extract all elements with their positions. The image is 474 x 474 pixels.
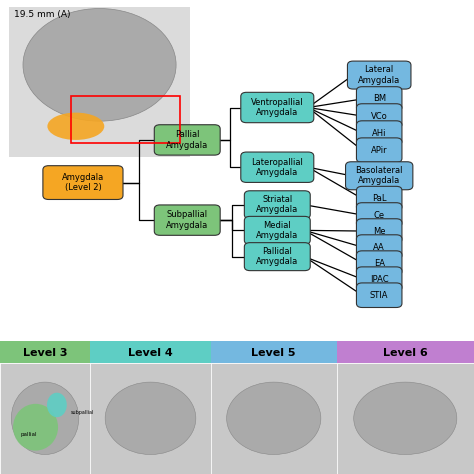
Ellipse shape	[227, 382, 321, 455]
Text: Subpallial
Amygdala: Subpallial Amygdala	[166, 210, 209, 230]
FancyBboxPatch shape	[155, 205, 220, 235]
Text: Ventropallial
Amygdala: Ventropallial Amygdala	[251, 98, 304, 117]
Bar	[90, 363, 211, 474]
Bar	[0, 341, 90, 363]
Bar	[90, 341, 211, 363]
FancyBboxPatch shape	[356, 203, 402, 228]
Bar	[211, 363, 337, 474]
Text: Amygdala
(Level 2): Amygdala (Level 2)	[62, 173, 104, 192]
FancyBboxPatch shape	[241, 92, 314, 123]
Text: Level 3: Level 3	[23, 348, 67, 358]
Text: STIA: STIA	[370, 291, 389, 300]
FancyBboxPatch shape	[245, 243, 310, 271]
FancyBboxPatch shape	[356, 235, 402, 259]
Text: Lateral
Amygdala: Lateral Amygdala	[358, 65, 401, 85]
Text: Pallidal
Amygdala: Pallidal Amygdala	[256, 247, 299, 266]
FancyBboxPatch shape	[356, 283, 402, 308]
FancyBboxPatch shape	[356, 219, 402, 243]
FancyBboxPatch shape	[155, 125, 220, 155]
Ellipse shape	[47, 113, 104, 140]
Text: IPAC: IPAC	[370, 274, 389, 283]
Text: Level 5: Level 5	[252, 348, 296, 358]
Text: Me: Me	[373, 227, 385, 236]
Text: Pallial
Amygdala: Pallial Amygdala	[166, 130, 209, 150]
FancyBboxPatch shape	[347, 61, 411, 89]
FancyBboxPatch shape	[356, 186, 402, 211]
Bar	[0, 363, 90, 474]
FancyBboxPatch shape	[356, 138, 402, 163]
Text: AHi: AHi	[372, 128, 386, 137]
Text: Basolateral
Amygdala: Basolateral Amygdala	[356, 166, 403, 185]
Text: PaL: PaL	[372, 194, 386, 203]
Bar	[337, 341, 474, 363]
FancyBboxPatch shape	[43, 166, 123, 200]
Text: Lateropallial
Amygdala: Lateropallial Amygdala	[251, 157, 303, 177]
FancyBboxPatch shape	[356, 251, 402, 275]
Bar	[71, 96, 180, 143]
FancyBboxPatch shape	[245, 216, 310, 245]
FancyBboxPatch shape	[241, 152, 314, 182]
FancyBboxPatch shape	[356, 104, 402, 128]
Text: pallial: pallial	[20, 432, 36, 437]
Text: VCo: VCo	[371, 111, 388, 120]
FancyBboxPatch shape	[356, 267, 402, 292]
FancyBboxPatch shape	[245, 191, 310, 219]
Text: APir: APir	[371, 146, 388, 155]
Ellipse shape	[354, 382, 457, 455]
Text: Level 4: Level 4	[128, 348, 173, 358]
Ellipse shape	[105, 382, 196, 455]
Ellipse shape	[47, 392, 67, 417]
FancyBboxPatch shape	[346, 162, 413, 190]
Text: EA: EA	[374, 259, 385, 268]
FancyBboxPatch shape	[356, 87, 402, 111]
Bar	[211, 341, 337, 363]
Text: BM: BM	[373, 94, 386, 103]
Text: Striatal
Amygdala: Striatal Amygdala	[256, 195, 299, 214]
Bar	[337, 363, 474, 474]
Text: AA: AA	[374, 243, 385, 252]
Ellipse shape	[13, 404, 58, 451]
FancyBboxPatch shape	[356, 121, 402, 146]
Text: Ce: Ce	[374, 210, 385, 219]
Text: Level 6: Level 6	[383, 348, 428, 358]
Text: 19.5 mm (A): 19.5 mm (A)	[14, 10, 71, 19]
Text: subpallial: subpallial	[71, 410, 94, 415]
Ellipse shape	[11, 382, 79, 455]
FancyBboxPatch shape	[9, 7, 190, 157]
Text: Medial
Amygdala: Medial Amygdala	[256, 221, 299, 240]
Ellipse shape	[23, 9, 176, 121]
